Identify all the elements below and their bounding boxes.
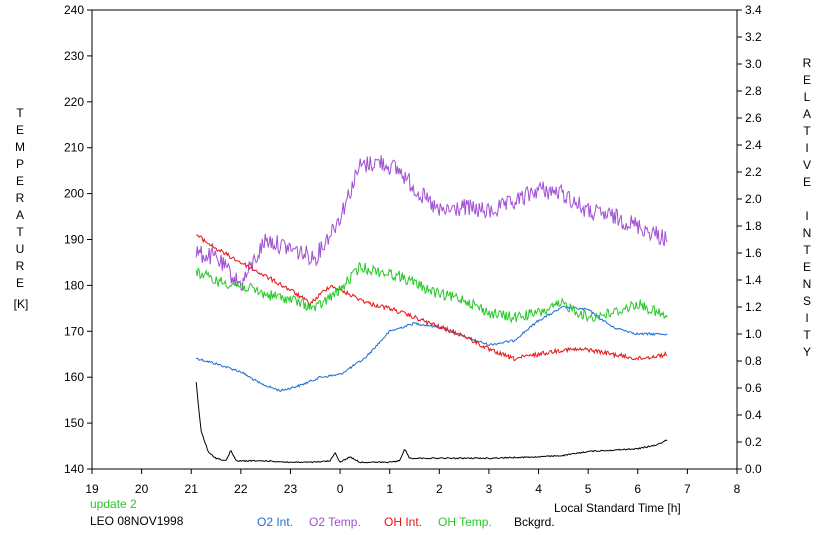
axis-title-char: R bbox=[15, 191, 25, 205]
y-right-tick-label: 0.8 bbox=[745, 354, 762, 368]
axis-title-char: A bbox=[15, 208, 24, 222]
axis-title-char: E bbox=[15, 123, 24, 137]
x-tick-label: 7 bbox=[684, 482, 691, 496]
y-right-tick-label: 1.2 bbox=[745, 300, 762, 314]
y-right-tick-label: 2.4 bbox=[745, 138, 762, 152]
axis-title-char: I bbox=[805, 311, 809, 325]
status-text: update 2 bbox=[90, 497, 137, 511]
axis-title-char bbox=[797, 191, 817, 208]
axis-title-char: I bbox=[805, 141, 809, 155]
series-line bbox=[195, 155, 668, 291]
y-left-tick-label: 160 bbox=[64, 370, 84, 384]
x-tick-label: 3 bbox=[486, 482, 493, 496]
x-tick-label: 21 bbox=[185, 482, 199, 496]
y-right-tick-label: 0.4 bbox=[745, 408, 762, 422]
y-right-tick-label: 1.8 bbox=[745, 219, 762, 233]
legend-entry: OH Temp. bbox=[438, 515, 492, 529]
x-tick-label: 8 bbox=[734, 482, 741, 496]
station-date-label: LEO 08NOV1998 bbox=[90, 514, 184, 528]
y-left-tick-label: 230 bbox=[64, 49, 84, 63]
series-line bbox=[195, 261, 668, 324]
axis-title-char: E bbox=[802, 73, 811, 87]
x-tick-label: 22 bbox=[234, 482, 248, 496]
x-tick-label: 19 bbox=[85, 482, 99, 496]
y-right-tick-label: 1.4 bbox=[745, 273, 762, 287]
axis-title-char: M bbox=[15, 140, 25, 154]
axis-title-char: S bbox=[802, 294, 811, 308]
axis-title-char: N bbox=[802, 277, 812, 291]
legend-entry: OH Int. bbox=[384, 515, 422, 529]
axis-title-char: T bbox=[803, 243, 811, 257]
axis-title-char: I bbox=[805, 209, 809, 223]
axis-title-char: R bbox=[15, 259, 25, 273]
y-right-tick-label: 2.8 bbox=[745, 84, 762, 98]
axis-title-char: V bbox=[802, 158, 811, 172]
y-right-tick-label: 2.0 bbox=[745, 192, 762, 206]
y-right-tick-label: 2.6 bbox=[745, 111, 762, 125]
y-left-tick-label: 190 bbox=[64, 233, 84, 247]
y-left-tick-label: 180 bbox=[64, 278, 84, 292]
y-right-tick-label: 0.0 bbox=[745, 462, 762, 476]
y-right-tick-label: 3.2 bbox=[745, 30, 762, 44]
legend-entry: O2 Temp. bbox=[309, 515, 361, 529]
axis-title-char: U bbox=[15, 242, 25, 256]
y-left-tick-label: 240 bbox=[64, 3, 84, 17]
axis-title-char: T bbox=[803, 124, 811, 138]
series-line bbox=[196, 234, 668, 362]
legend: O2 Int. O2 Temp. OH Int. OH Temp. Bckgrd. bbox=[257, 515, 555, 529]
x-tick-label: 0 bbox=[337, 482, 344, 496]
y-right-tick-label: 1.6 bbox=[745, 246, 762, 260]
x-tick-label: 23 bbox=[284, 482, 298, 496]
axis-title-char: E bbox=[15, 276, 24, 290]
axis-title-char: R bbox=[802, 56, 812, 70]
y-left-tick-label: 140 bbox=[64, 462, 84, 476]
x-tick-label: 2 bbox=[436, 482, 443, 496]
y-right-tick-label: 1.0 bbox=[745, 327, 762, 341]
y-right-tick-label: 2.2 bbox=[745, 165, 762, 179]
axis-title-char: T bbox=[803, 328, 811, 342]
axis-title-char: Y bbox=[802, 345, 811, 359]
series-line bbox=[195, 382, 668, 464]
axis-title-char: N bbox=[802, 226, 812, 240]
axis-title-char: P bbox=[15, 157, 24, 171]
y-left-tick-label: 210 bbox=[64, 141, 84, 155]
y-axis-unit-left: [K] bbox=[13, 297, 29, 311]
axis-title-char: E bbox=[15, 174, 24, 188]
axis-title-char: L bbox=[803, 90, 811, 104]
x-tick-label: 5 bbox=[585, 482, 592, 496]
x-tick-label: 20 bbox=[135, 482, 149, 496]
x-tick-label: 4 bbox=[535, 482, 542, 496]
plot-frame bbox=[91, 9, 738, 470]
x-axis-label: Local Standard Time [h] bbox=[554, 501, 681, 515]
x-tick-label: 1 bbox=[386, 482, 393, 496]
y-right-tick-label: 3.0 bbox=[745, 57, 762, 71]
axis-title-char: A bbox=[802, 107, 811, 121]
axis-title-char: E bbox=[802, 260, 811, 274]
y-right-tick-label: 3.4 bbox=[745, 3, 762, 17]
y-left-tick-label: 150 bbox=[64, 416, 84, 430]
axis-title-char: T bbox=[16, 106, 24, 120]
axis-title-char: T bbox=[16, 225, 24, 239]
y-right-tick-label: 0.2 bbox=[745, 435, 762, 449]
y-left-tick-label: 200 bbox=[64, 187, 84, 201]
y-left-tick-label: 220 bbox=[64, 95, 84, 109]
series-layer bbox=[195, 155, 668, 464]
legend-entry: O2 Int. bbox=[257, 515, 293, 529]
series-line bbox=[195, 305, 668, 393]
y-right-tick-label: 0.6 bbox=[745, 381, 762, 395]
x-tick-label: 6 bbox=[634, 482, 641, 496]
chart-axes: 1401501601701801902002102202302400.00.20… bbox=[64, 3, 762, 496]
legend-entry: Bckgrd. bbox=[514, 515, 555, 529]
axis-title-char: E bbox=[802, 175, 811, 189]
y-left-tick-label: 170 bbox=[64, 324, 84, 338]
